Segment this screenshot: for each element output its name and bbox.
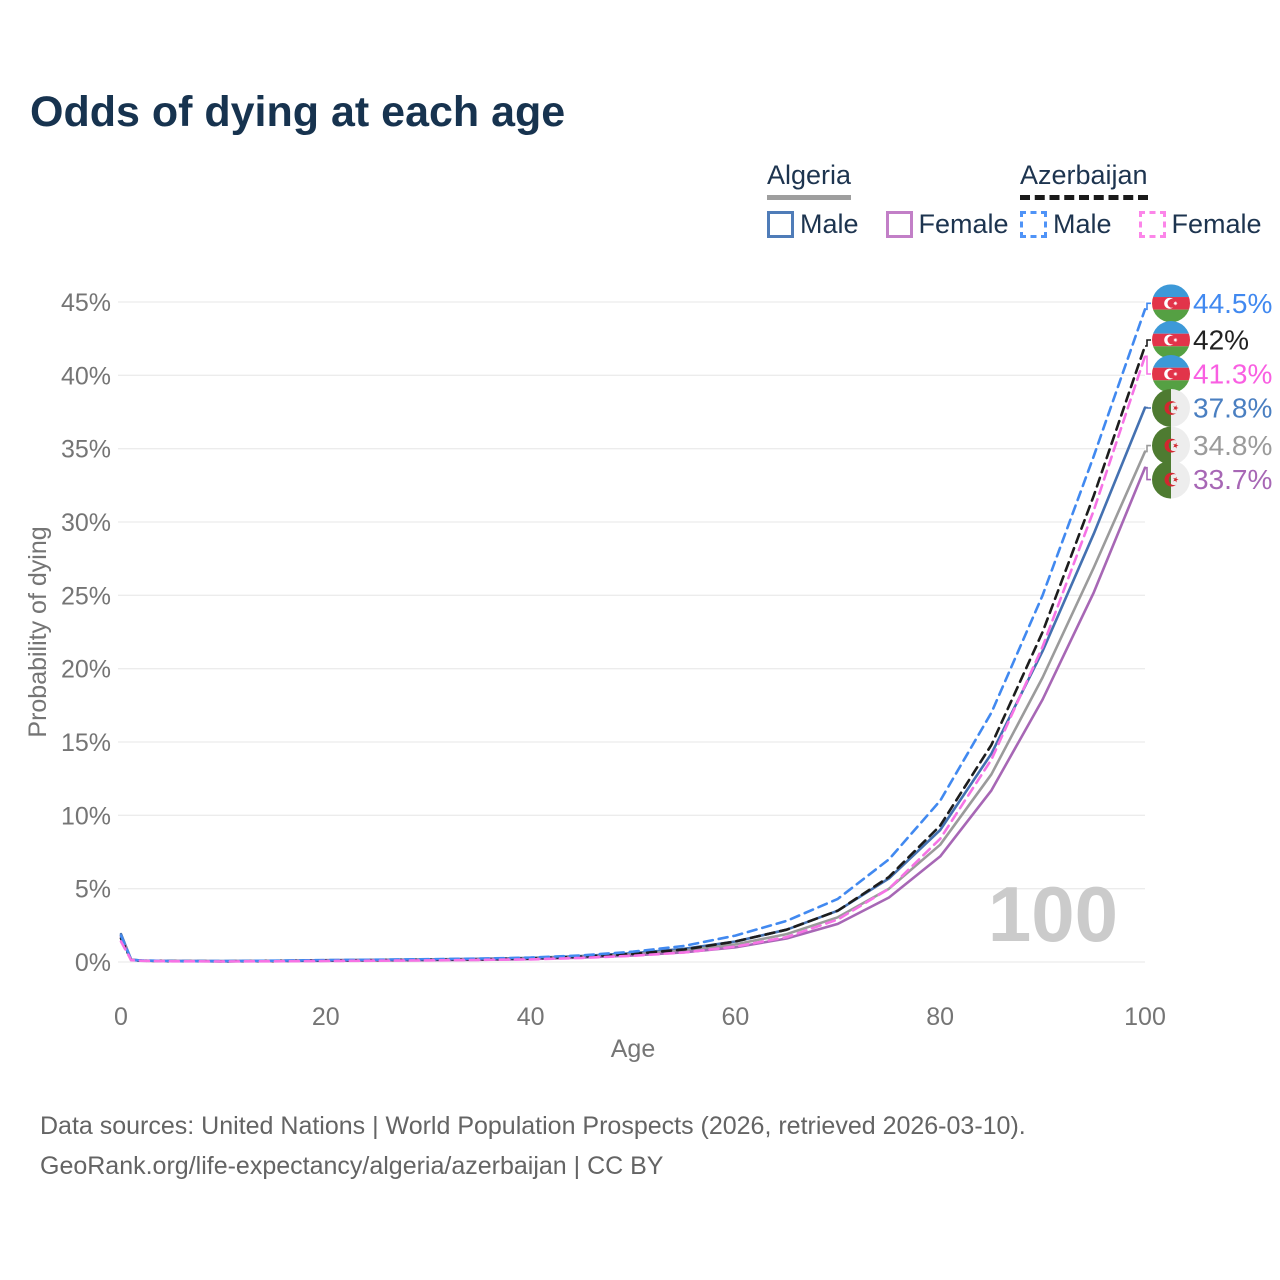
y-tick-label: 15% xyxy=(61,729,111,757)
label-connector xyxy=(1145,355,1151,375)
azerbaijan-flag-icon xyxy=(1152,284,1190,323)
y-tick-label: 10% xyxy=(61,802,111,830)
algeria-solid-line-swatch xyxy=(767,195,852,200)
end-value-label-algeria-both: 34.8% xyxy=(1193,430,1272,461)
legend-country-label: Algeria xyxy=(767,160,852,190)
legend-item-algeria-male[interactable]: Male xyxy=(767,209,859,240)
y-tick-label: 5% xyxy=(75,876,111,904)
legend-country-azerbaijan: Azerbaijan xyxy=(1020,160,1148,200)
label-connector xyxy=(1145,339,1151,347)
legend-item-algeria-female[interactable]: Female xyxy=(885,209,1009,240)
series-line-azerbaijan-both[interactable] xyxy=(119,344,1147,963)
attribution-text: GeoRank.org/life-expectancy/algeria/azer… xyxy=(40,1152,664,1180)
legend-group-algeria: Algeria Male Female xyxy=(767,160,1009,240)
legend-label: Female xyxy=(918,209,1009,239)
x-axis-title: Age xyxy=(611,1035,655,1063)
algeria-female-swatch-icon[interactable] xyxy=(885,211,913,238)
y-axis-title: Probability of dying xyxy=(24,526,52,737)
x-tick-label: 100 xyxy=(1124,1003,1166,1031)
x-tick-label: 0 xyxy=(114,1003,128,1031)
legend-group-azerbaijan: Azerbaijan Male Female xyxy=(1020,160,1262,240)
series-line-azerbaijan-male[interactable] xyxy=(119,307,1147,963)
azerbaijan-female-swatch-icon[interactable] xyxy=(1138,211,1166,238)
series-line-azerbaijan-female[interactable] xyxy=(119,354,1147,963)
x-tick-label: 40 xyxy=(517,1003,545,1031)
end-value-label-azerbaijan-both: 42% xyxy=(1193,325,1249,356)
algeria-male-swatch-icon[interactable] xyxy=(767,211,794,238)
legend-items-algeria: Male Female xyxy=(767,209,1009,240)
y-tick-label: 0% xyxy=(75,949,111,977)
page-title: Odds of dying at each age xyxy=(30,88,566,136)
legend-label: Male xyxy=(1053,209,1112,239)
y-tick-label: 25% xyxy=(61,582,111,610)
algeria-flag-icon xyxy=(1152,460,1190,499)
y-tick-label: 40% xyxy=(61,362,111,390)
end-value-label-algeria-female: 33.7% xyxy=(1193,464,1272,495)
end-value-label-algeria-male: 37.8% xyxy=(1193,393,1272,424)
azerbaijan-male-swatch-icon[interactable] xyxy=(1020,211,1047,238)
legend-items-azerbaijan: Male Female xyxy=(1020,209,1262,240)
end-value-label-azerbaijan-female: 41.3% xyxy=(1193,359,1272,390)
y-tick-label: 45% xyxy=(61,289,111,317)
x-tick-label: 60 xyxy=(721,1003,749,1031)
data-sources-text: Data sources: United Nations | World Pop… xyxy=(40,1112,1026,1140)
azerbaijan-flag-icon xyxy=(1152,321,1190,359)
legend-country-algeria: Algeria xyxy=(767,160,852,200)
label-connector xyxy=(1145,444,1151,453)
legend-item-azerbaijan-male[interactable]: Male xyxy=(1020,209,1112,240)
label-connector xyxy=(1145,302,1151,311)
algeria-flag-icon xyxy=(1152,389,1190,427)
algeria-flag-icon xyxy=(1152,426,1190,465)
y-tick-label: 30% xyxy=(61,509,111,537)
legend-item-azerbaijan-female[interactable]: Female xyxy=(1138,209,1262,240)
azerbaijan-dashed-line-swatch xyxy=(1020,195,1148,200)
x-tick-label: 80 xyxy=(926,1003,954,1031)
label-connector xyxy=(1145,466,1151,481)
legend-country-label: Azerbaijan xyxy=(1020,160,1148,190)
end-value-label-azerbaijan-male: 44.5% xyxy=(1193,288,1272,319)
y-tick-label: 20% xyxy=(61,656,111,684)
x-tick-label: 20 xyxy=(312,1003,340,1031)
azerbaijan-flag-icon xyxy=(1152,355,1190,393)
y-tick-label: 35% xyxy=(61,436,111,464)
footer: Data sources: United Nations | World Pop… xyxy=(40,1106,1026,1186)
age-watermark: 100 xyxy=(988,870,1118,958)
legend-label: Male xyxy=(800,209,859,239)
legend-label: Female xyxy=(1171,209,1262,239)
